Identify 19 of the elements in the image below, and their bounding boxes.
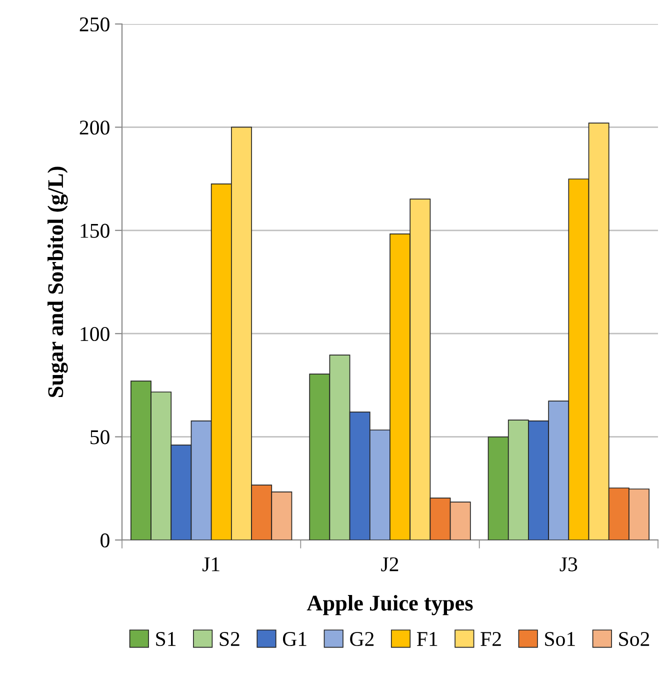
y-tick-label: 0 bbox=[100, 533, 110, 548]
legend-label: So2 bbox=[619, 632, 650, 646]
legend-label: So1 bbox=[545, 632, 575, 646]
legend-label: F1 bbox=[416, 632, 438, 646]
legend-label: S1 bbox=[156, 632, 176, 646]
y-axis-title: Sugar and Sorbitol (g/L) bbox=[48, 166, 68, 397]
y-tick-label: 100 bbox=[80, 326, 110, 342]
legend-label: F2 bbox=[480, 632, 501, 646]
x-tick-label: J2 bbox=[381, 557, 398, 572]
y-tick-label: 150 bbox=[80, 224, 110, 238]
legend-label: G1 bbox=[282, 632, 306, 646]
legend-label: S2 bbox=[220, 632, 240, 646]
y-tick-label: 50 bbox=[90, 430, 110, 444]
x-axis-title: Apple Juice types bbox=[306, 595, 473, 616]
x-tick-label: J1 bbox=[202, 557, 220, 572]
y-tick-label: 200 bbox=[80, 120, 110, 135]
legend-label: G2 bbox=[350, 632, 374, 646]
y-tick-label: 250 bbox=[80, 17, 110, 32]
x-tick-label: J3 bbox=[560, 557, 578, 572]
